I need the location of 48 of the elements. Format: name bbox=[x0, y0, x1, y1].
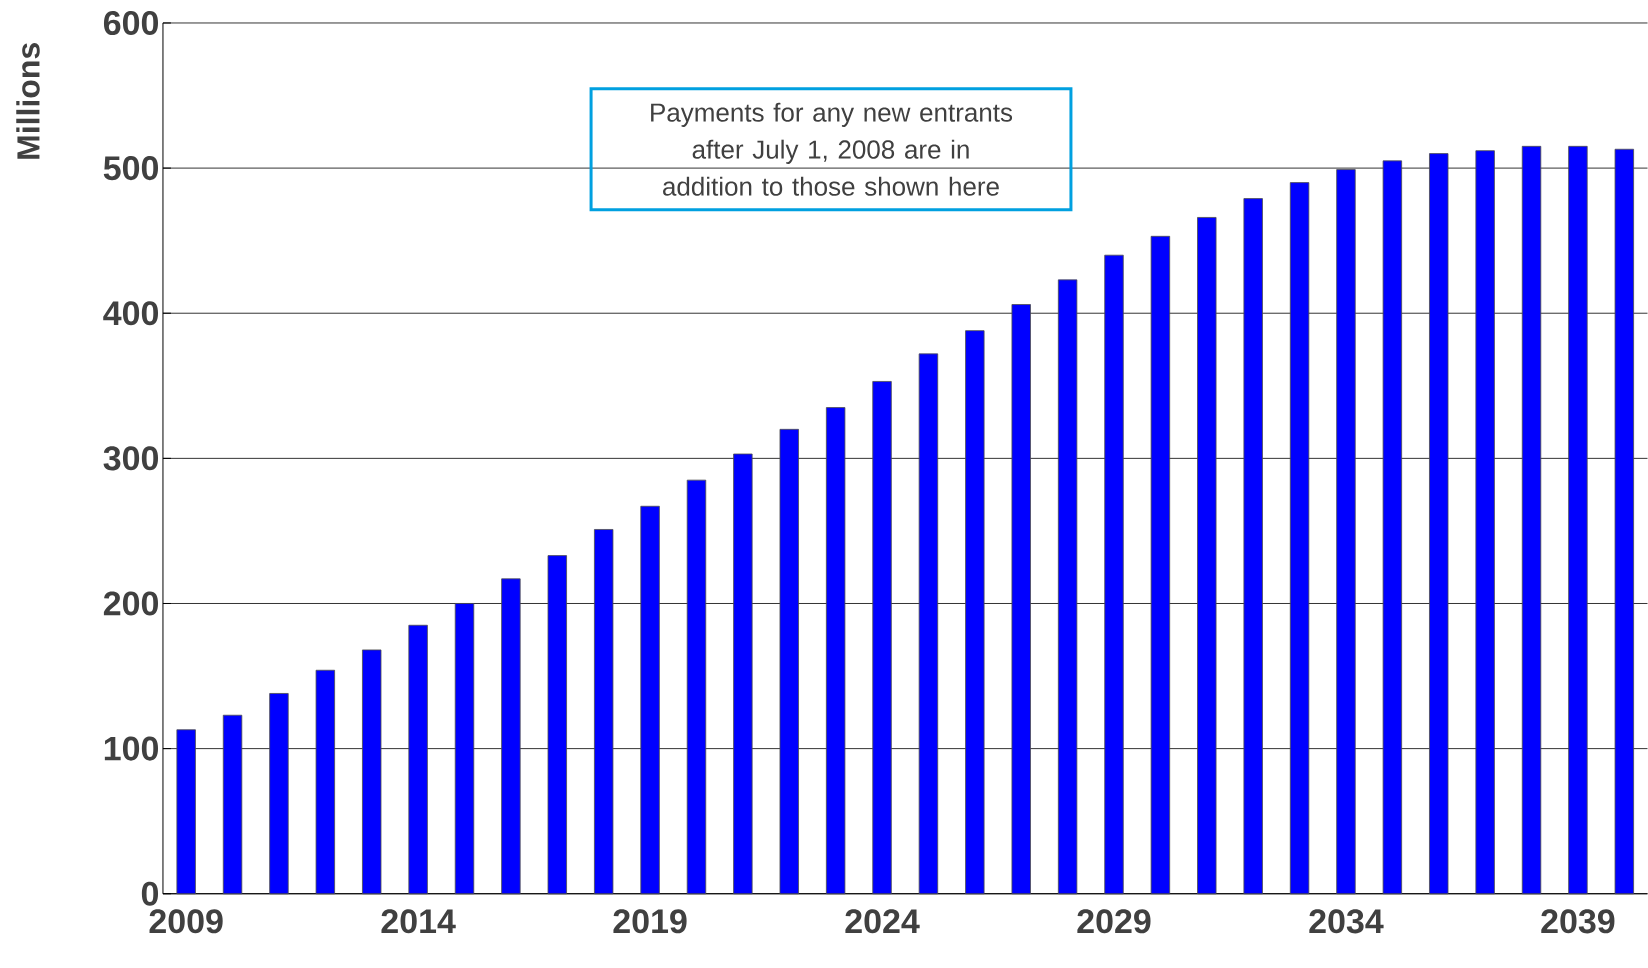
bar bbox=[640, 505, 660, 895]
bar bbox=[1336, 169, 1356, 895]
annotation: Payments for any new entrants after July 1, 2008 are in addition to those shown here bbox=[651, 102, 1013, 196]
y-tick-label: 500 bbox=[103, 156, 159, 181]
bar bbox=[1289, 182, 1310, 895]
bar bbox=[362, 649, 382, 895]
bar bbox=[1057, 279, 1078, 895]
bar bbox=[1521, 146, 1542, 895]
bar bbox=[825, 407, 846, 895]
y-tick-label: 200 bbox=[103, 591, 159, 616]
bar bbox=[1243, 198, 1263, 895]
bar bbox=[501, 578, 521, 895]
x-tick-label: 2029 bbox=[1077, 909, 1151, 934]
bar bbox=[454, 603, 475, 895]
bar bbox=[1475, 150, 1495, 895]
y-axis-title: Millions bbox=[16, 43, 40, 159]
bar bbox=[918, 353, 939, 895]
bar bbox=[1197, 217, 1217, 895]
y-tick-label: 600 bbox=[103, 11, 159, 36]
bar bbox=[1104, 254, 1124, 895]
bar bbox=[176, 729, 196, 895]
bar bbox=[1614, 148, 1634, 895]
y-tick-label: 300 bbox=[103, 446, 159, 471]
x-tick-label: 2014 bbox=[381, 909, 456, 934]
x-tick-label: 2034 bbox=[1309, 909, 1384, 934]
bar bbox=[222, 714, 243, 895]
bar bbox=[1150, 236, 1171, 895]
x-tick-label: 2024 bbox=[845, 909, 920, 934]
y-tick-label: 0 bbox=[141, 881, 159, 906]
bar bbox=[1011, 304, 1031, 895]
bar bbox=[1429, 153, 1449, 895]
x-tick-label: 2009 bbox=[149, 909, 223, 934]
bar bbox=[686, 479, 707, 895]
bar bbox=[315, 669, 336, 895]
bar bbox=[965, 330, 985, 895]
y-tick-label: 100 bbox=[104, 736, 159, 761]
y-tick-label: 400 bbox=[103, 301, 159, 326]
bar bbox=[733, 453, 753, 895]
bar bbox=[872, 381, 892, 895]
bar bbox=[269, 693, 289, 895]
bar bbox=[547, 555, 567, 895]
bar bbox=[1382, 160, 1403, 895]
bar bbox=[1568, 146, 1588, 895]
bar bbox=[779, 429, 799, 895]
x-tick-label: 2019 bbox=[613, 909, 687, 934]
x-tick-label: 2039 bbox=[1541, 909, 1615, 934]
bar bbox=[594, 529, 614, 895]
bar bbox=[408, 625, 428, 895]
